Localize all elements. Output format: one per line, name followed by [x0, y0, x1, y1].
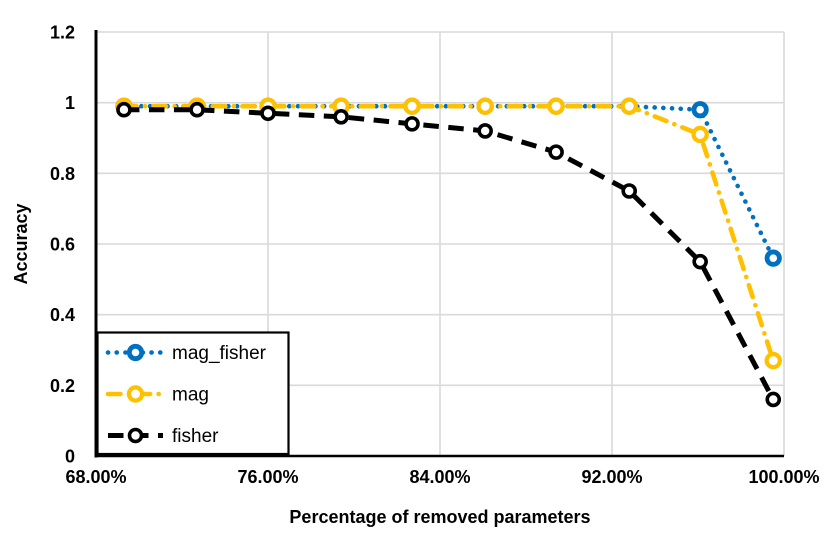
series-mag-line: [121, 103, 776, 363]
x-tick-label: 92.00%: [581, 467, 642, 487]
series-mag: [115, 97, 782, 370]
legend-label-mag_fisher: mag_fisher: [172, 343, 267, 364]
y-tick-label: 0.4: [50, 305, 75, 325]
series-mag_fisher-line: [121, 103, 776, 261]
legend-item-fisher: fisher: [108, 426, 219, 447]
x-axis-title: Percentage of removed parameters: [289, 507, 590, 527]
x-tick-label: 76.00%: [237, 467, 298, 487]
legend-item-mag_fisher: mag_fisher: [105, 343, 267, 364]
series-fisher-line: [123, 107, 776, 401]
series-lines: [115, 97, 782, 408]
series-mag-marker: [691, 125, 709, 144]
series-fisher-marker: [333, 109, 349, 125]
y-tick-label: 0: [65, 447, 75, 467]
x-tick-label: 100.00%: [748, 467, 819, 487]
series-fisher-marker: [621, 183, 638, 199]
series-fisher-marker: [260, 105, 276, 122]
y-tick-label: 1: [65, 93, 75, 113]
series-mag-marker: [403, 97, 421, 115]
legend-label-mag: mag: [172, 385, 209, 406]
y-tick-label: 1.2: [50, 23, 75, 43]
y-tick-label: 0.8: [50, 164, 75, 184]
series-fisher: [116, 101, 782, 408]
series-fisher-marker: [116, 101, 132, 118]
series-mag-marker: [620, 97, 638, 115]
y-tick-label: 0.2: [50, 376, 75, 396]
x-tick-label: 84.00%: [409, 467, 470, 487]
series-fisher-marker: [189, 101, 205, 118]
x-tick-label: 68.00%: [65, 467, 126, 487]
legend-item-mag: mag: [105, 385, 209, 406]
series-fisher-marker: [477, 123, 493, 139]
series-fisher-marker: [404, 116, 420, 132]
series-mag-marker: [476, 97, 494, 115]
legend-label-fisher: fisher: [172, 426, 219, 447]
legend-swatch-marker-mag_fisher: [126, 343, 145, 362]
series-fisher-marker: [692, 253, 708, 270]
y-tick-label: 0.6: [50, 235, 75, 255]
x-axis-tick-labels: 68.00% 76.00% 84.00% 92.00% 100.00%: [65, 467, 819, 487]
legend-swatch-marker-fisher: [127, 427, 144, 444]
y-axis-title: Accuracy: [11, 203, 31, 284]
series-fisher-marker: [548, 144, 564, 160]
legend-swatch-marker-mag: [126, 385, 145, 403]
y-axis-tick-labels: 0 0.2 0.4 0.6 0.8 1 1.2: [50, 23, 75, 467]
series-mag_fisher-marker: [691, 101, 709, 119]
series-fisher-marker: [765, 391, 782, 408]
series-mag-marker: [764, 351, 782, 370]
series-mag-marker: [547, 97, 565, 115]
series-mag_fisher-marker: [764, 249, 782, 267]
